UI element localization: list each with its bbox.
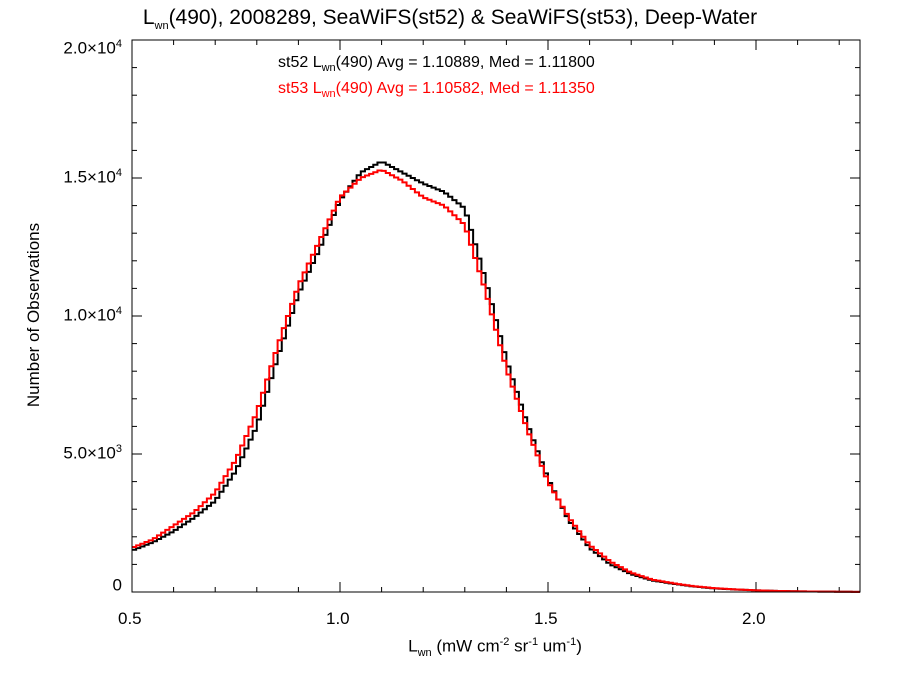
- x-axis-label: Lwn (mW cm-2 sr-1 um-1): [408, 636, 582, 660]
- x-tick-label-0.5: 0.5: [118, 609, 142, 628]
- chart-title: Lwn(490), 2008289, SeaWiFS(st52) & SeaWi…: [142, 6, 758, 33]
- series-line-1: [132, 169, 860, 593]
- y-tick-label-0: 0: [112, 575, 122, 595]
- y-tick-label-15000: 1.5×104: [63, 167, 122, 187]
- x-tick-label-2.0: 2.0: [742, 609, 766, 628]
- x-tick-label-1.0: 1.0: [326, 609, 350, 628]
- series-layer: [132, 161, 860, 593]
- y-axis-label: Number of Observations: [24, 222, 43, 408]
- y-tick-label-20000: 2.0×104: [63, 38, 122, 58]
- x-tick-label-1.5: 1.5: [534, 609, 558, 628]
- axis-ticks: [131, 39, 860, 593]
- series-line-0: [132, 161, 860, 593]
- plot-frame: [131, 39, 861, 593]
- y-tick-label-10000: 1.0×104: [63, 305, 122, 325]
- annotation-st53: st53 Lwn(490) Avg = 1.10582, Med = 1.113…: [278, 80, 595, 101]
- y-tick-label-5000: 5.0×103: [63, 443, 122, 463]
- annotation-st52: st52 Lwn(490) Avg = 1.10889, Med = 1.118…: [278, 54, 595, 75]
